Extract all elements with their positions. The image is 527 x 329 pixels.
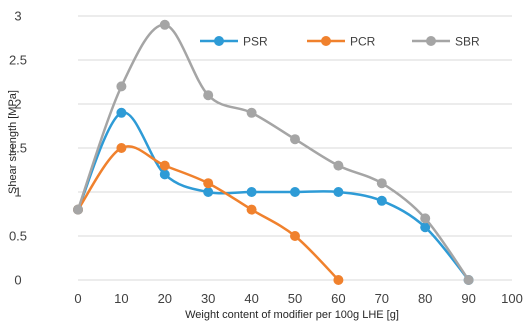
x-tick-label: 10 [114, 291, 128, 306]
legend-marker-sbr [426, 36, 436, 46]
x-axis-ticks: 0 10 20 30 40 50 60 70 80 90 100 [74, 291, 522, 306]
data-point-sbr [159, 19, 170, 30]
legend-label-psr: PSR [243, 35, 268, 49]
series-line-pcr [76, 145, 340, 282]
legend-item-psr: PSR [200, 35, 268, 49]
y-tick-label: 2 [14, 97, 21, 112]
data-point-sbr [246, 107, 257, 118]
data-point-pcr [116, 143, 127, 153]
series-pcr [73, 143, 344, 285]
series-group [73, 19, 474, 285]
y-tick-label: 3 [14, 9, 21, 24]
legend: PSR PCR SBR [200, 35, 480, 49]
data-point-sbr [290, 134, 300, 145]
data-point-sbr [73, 204, 83, 215]
data-point-psr [290, 187, 300, 197]
legend-item-pcr: PCR [307, 35, 376, 49]
x-tick-label: 80 [418, 291, 432, 306]
data-point-pcr [246, 204, 257, 215]
x-tick-label: 50 [288, 291, 302, 306]
x-tick-label: 30 [201, 291, 215, 306]
legend-label-pcr: PCR [350, 35, 376, 49]
y-tick-label: 2.5 [9, 53, 27, 68]
data-point-psr [376, 195, 387, 206]
data-point-psr [116, 107, 127, 118]
x-axis-title: Weight content of modifier per 100g LHE … [185, 309, 399, 321]
data-point-sbr [116, 81, 127, 92]
series-line-psr [76, 111, 470, 282]
x-tick-label: 70 [375, 291, 389, 306]
data-point-pcr [290, 231, 300, 241]
x-tick-label: 0 [74, 291, 81, 306]
data-point-sbr [333, 160, 344, 171]
data-point-psr [420, 222, 431, 233]
legend-marker-pcr [321, 36, 331, 46]
x-tick-label: 60 [331, 291, 345, 306]
data-point-pcr [203, 178, 214, 189]
legend-marker-psr [214, 36, 224, 46]
y-axis-title: Shear strength [MPa] [7, 90, 19, 194]
x-tick-label: 100 [501, 291, 523, 306]
data-point-sbr [420, 213, 431, 224]
data-point-pcr [333, 275, 344, 285]
data-point-sbr [376, 178, 387, 189]
x-tick-label: 20 [158, 291, 172, 306]
data-point-sbr [463, 275, 474, 285]
legend-item-sbr: SBR [412, 35, 480, 49]
data-point-sbr [203, 90, 214, 101]
legend-label-sbr: SBR [455, 35, 480, 49]
x-tick-label: 40 [244, 291, 258, 306]
x-tick-label: 90 [461, 291, 475, 306]
y-tick-label: 1.5 [9, 141, 27, 156]
y-axis-ticks: 0 0.5 1 1.5 2 2.5 3 [9, 9, 27, 288]
y-tick-label: 0 [14, 273, 21, 288]
series-line-sbr [76, 23, 470, 282]
series-sbr [73, 19, 474, 285]
data-point-psr [203, 187, 214, 197]
data-point-pcr [159, 160, 170, 171]
series-psr [73, 107, 474, 285]
data-point-psr [333, 187, 344, 197]
data-point-psr [159, 169, 170, 180]
y-tick-label: 0.5 [9, 229, 27, 244]
data-point-psr [246, 187, 257, 197]
y-tick-label: 1 [14, 185, 21, 200]
